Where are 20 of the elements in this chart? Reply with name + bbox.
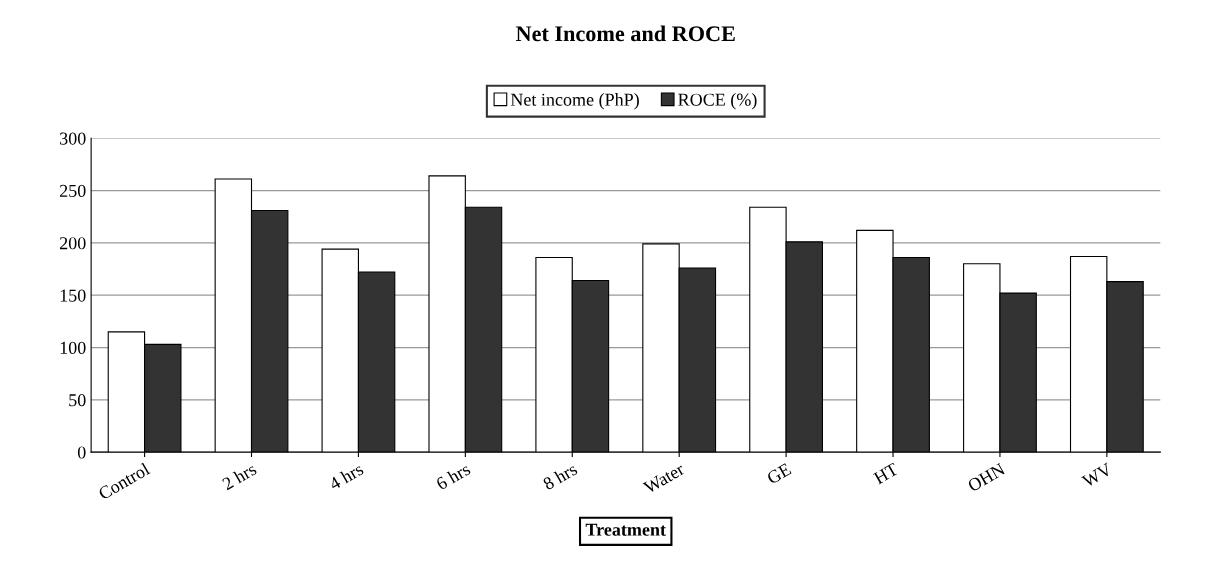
y-tick-label: 300 xyxy=(60,132,86,145)
y-tick-label: 150 xyxy=(60,289,86,302)
x-tick-label: GE xyxy=(766,462,792,485)
legend-label: Net income (PhP) xyxy=(510,93,639,110)
x-axis-title: Treatment xyxy=(585,523,666,536)
y-tick-label: 250 xyxy=(59,184,86,197)
x-tick-label: HT xyxy=(872,462,900,485)
y-tick-label: 50 xyxy=(69,394,86,407)
x-tick-label: Water xyxy=(642,462,686,495)
y-tick-label: 100 xyxy=(60,341,86,354)
x-tick-label: 2 hrs xyxy=(221,462,258,491)
x-tick-label: WV xyxy=(1081,462,1114,488)
x-tick-label: OHN xyxy=(967,462,1006,493)
y-tick-label: 0 xyxy=(77,446,86,459)
chart-title: Net Income and ROCE xyxy=(515,25,735,42)
x-tick-label: 4 hrs xyxy=(327,462,365,491)
y-tick-label: 200 xyxy=(59,237,86,250)
x-tick-label: 6 hrs xyxy=(435,462,472,491)
x-tick-label: 8 hrs xyxy=(542,462,579,491)
legend-label: ROCE (%) xyxy=(678,93,757,110)
